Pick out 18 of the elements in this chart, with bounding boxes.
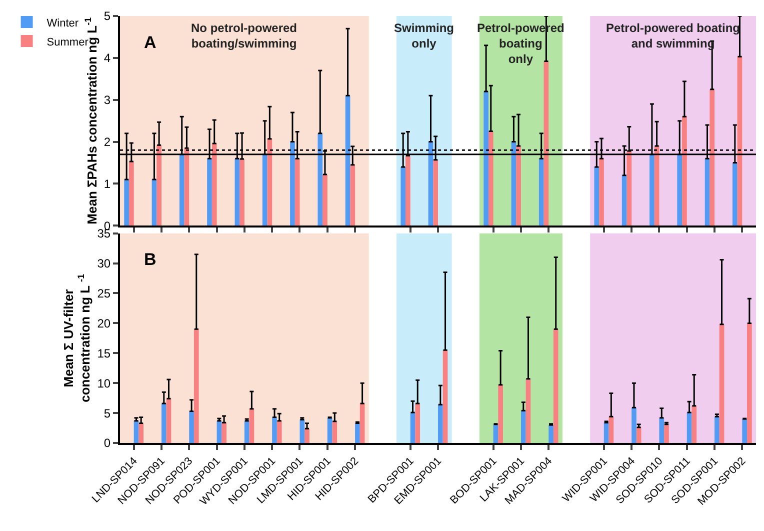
y-tick-label: 4 (104, 51, 111, 66)
y-tick-label: 15 (97, 346, 111, 360)
legend-label: Summer (46, 36, 89, 48)
band-label: No petrol-powered boating/swimming (191, 21, 298, 51)
y-tick-label: 0 (104, 436, 111, 450)
y-tick-label: 25 (97, 286, 111, 300)
legend-label: Winter (46, 17, 79, 30)
y-tick-label: 30 (97, 256, 111, 270)
annotation: A (144, 33, 156, 52)
y-tick-label: 5 (104, 406, 111, 420)
y-tick-label: 10 (97, 376, 111, 390)
annotation: B (144, 250, 156, 269)
y-tick-label: 3 (104, 93, 111, 108)
y-tick-label: 20 (97, 316, 111, 330)
y-tick-label: 2 (104, 134, 111, 149)
y-tick-label: 1 (104, 176, 111, 191)
band-label: Swimming only (394, 21, 454, 51)
y-tick-label: 5 (104, 9, 111, 24)
